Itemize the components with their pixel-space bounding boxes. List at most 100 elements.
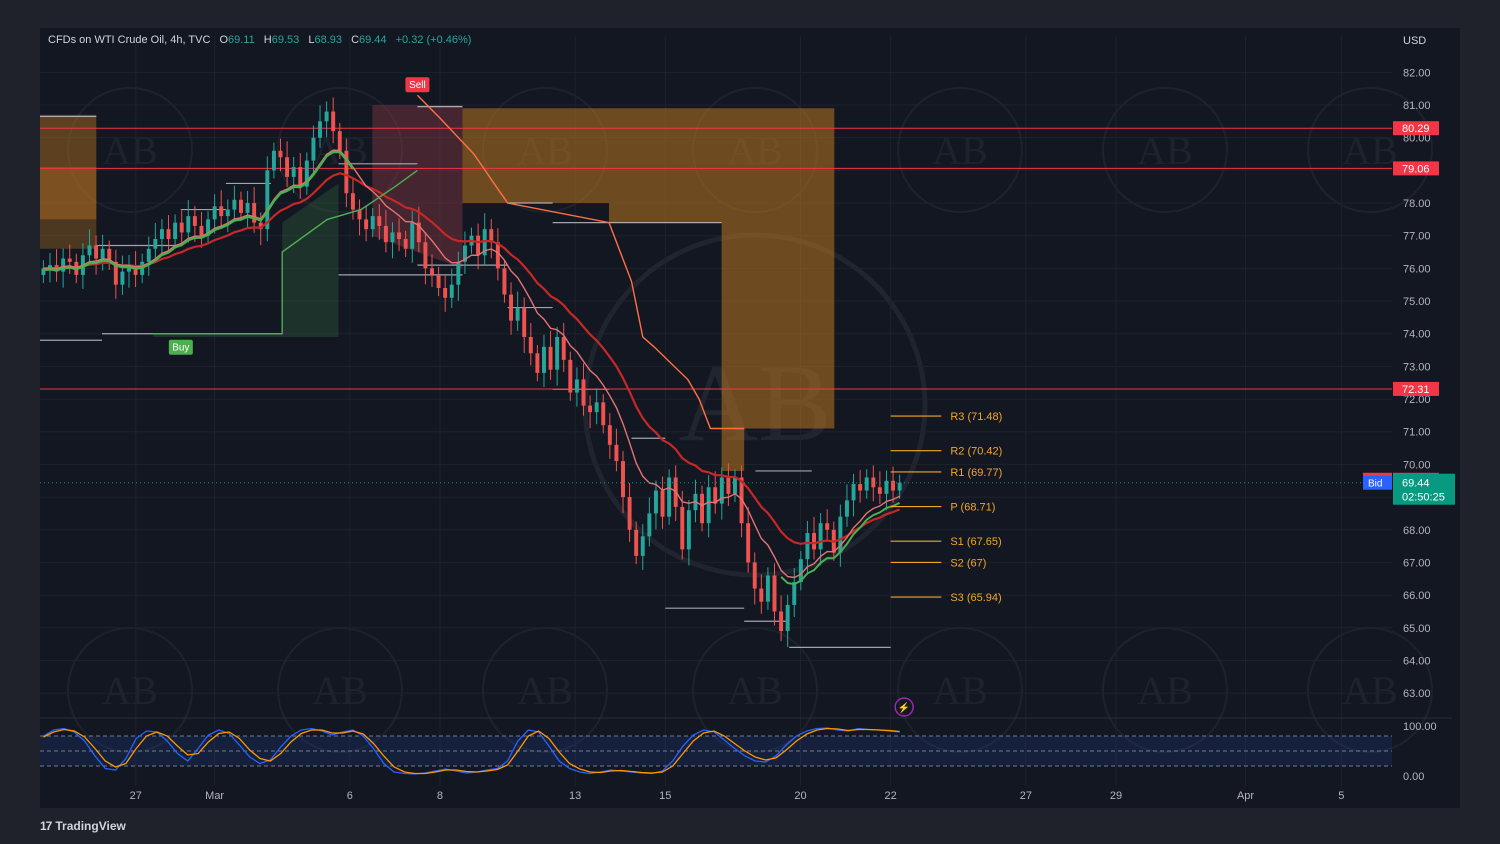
open-value: 69.11 bbox=[228, 34, 255, 46]
candle-body bbox=[588, 405, 593, 413]
candle-body bbox=[212, 206, 217, 220]
watermark-seal-icon bbox=[277, 87, 403, 213]
candle-body bbox=[179, 222, 184, 233]
watermark-text: AB bbox=[517, 668, 573, 713]
candle-body bbox=[541, 346, 546, 373]
supertrend-down-line bbox=[416, 94, 745, 430]
candle-body bbox=[765, 575, 770, 602]
time-tick-label: Apr bbox=[1237, 790, 1254, 802]
price-tick-label: 63.00 bbox=[1403, 688, 1431, 700]
last-price-tag bbox=[1393, 473, 1455, 505]
time-tick-label: 8 bbox=[437, 790, 443, 802]
low-value: 68.93 bbox=[314, 34, 342, 46]
pivot-label: R2 (70.42) bbox=[950, 446, 1002, 458]
symbol-legend: CFDs on WTI Crude Oil, 4h, TVC O69.11 H6… bbox=[48, 34, 471, 46]
price-tick-label: 67.00 bbox=[1403, 557, 1431, 569]
candle-body bbox=[127, 265, 131, 272]
candle-body bbox=[838, 516, 843, 553]
level-price-tag-label: 72.31 bbox=[1402, 384, 1430, 396]
bid-label: Bid bbox=[1368, 479, 1382, 490]
candle-body bbox=[173, 222, 178, 239]
oscillator-d-line bbox=[43, 727, 900, 775]
candle-body bbox=[621, 461, 625, 498]
watermark-text: AB bbox=[932, 128, 988, 173]
candle-body bbox=[364, 219, 369, 230]
price-tick-label: 70.00 bbox=[1403, 459, 1431, 471]
high-label: H bbox=[263, 34, 272, 46]
candle-body bbox=[285, 157, 290, 177]
tradingview-logo[interactable]: 17 TradingView bbox=[40, 819, 126, 833]
sell-signal-label: Sell bbox=[409, 80, 426, 91]
candle-body bbox=[805, 533, 810, 560]
time-tick-label: Mar bbox=[205, 790, 224, 802]
watermark-text: AB bbox=[102, 668, 158, 713]
candle-body bbox=[561, 336, 566, 360]
candle-body bbox=[568, 359, 573, 393]
candle-body bbox=[476, 235, 481, 256]
candle-body bbox=[706, 487, 711, 524]
candle-body bbox=[752, 562, 757, 589]
watermark-seal-icon bbox=[1307, 87, 1433, 213]
candle-body bbox=[818, 523, 823, 550]
ma-fast-line bbox=[43, 149, 900, 579]
candle-body bbox=[449, 284, 454, 298]
time-tick-label: 27 bbox=[1020, 790, 1032, 802]
price-tick-label: 72.00 bbox=[1403, 394, 1431, 406]
watermark-text: AB bbox=[1342, 668, 1398, 713]
candle-body bbox=[206, 219, 211, 236]
candle-body bbox=[812, 533, 816, 550]
level-price-tag-label: 80.29 bbox=[1402, 123, 1430, 135]
band-orange-2 bbox=[40, 167, 97, 249]
candle-body bbox=[265, 170, 270, 230]
price-tick-label: 64.00 bbox=[1403, 655, 1431, 667]
price-tick-label: 65.00 bbox=[1403, 623, 1431, 635]
bid-tag-name bbox=[1363, 475, 1392, 490]
candle-body bbox=[647, 513, 652, 537]
candle-body bbox=[667, 477, 672, 517]
watermark-text: AB bbox=[312, 668, 368, 713]
candle-body bbox=[653, 490, 658, 514]
candle-body bbox=[87, 245, 92, 256]
band-green-1 bbox=[152, 183, 339, 337]
candle-body bbox=[390, 232, 395, 243]
candle-body bbox=[383, 225, 388, 243]
change-value: +0.32 (+0.46%) bbox=[395, 34, 472, 46]
watermark-seal-icon bbox=[1102, 87, 1228, 213]
band-red-1 bbox=[372, 105, 463, 269]
candle-body bbox=[344, 150, 349, 194]
candle-body bbox=[186, 216, 191, 233]
candle-body bbox=[311, 137, 316, 161]
candle-body bbox=[726, 477, 731, 494]
oscillator-k-line bbox=[43, 727, 900, 775]
candle-body bbox=[100, 248, 105, 259]
candle-body bbox=[430, 268, 434, 275]
bar-countdown: 02:50:25 bbox=[1402, 492, 1445, 504]
price-tick-label: 82.00 bbox=[1403, 67, 1431, 79]
candle-body bbox=[192, 216, 197, 226]
candle-body bbox=[304, 160, 309, 187]
tradingview-logo-text: TradingView bbox=[55, 819, 126, 833]
price-tick-label: 66.00 bbox=[1403, 590, 1431, 602]
band-orange-1 bbox=[40, 114, 97, 220]
oscillator-tick-label: 100.00 bbox=[1403, 721, 1437, 733]
level-price-tag bbox=[1393, 161, 1439, 176]
time-tick-label: 5 bbox=[1338, 790, 1344, 802]
lightning-glyph: ⚡ bbox=[898, 701, 910, 714]
candle-body bbox=[357, 209, 362, 220]
price-tick-label: 75.00 bbox=[1403, 296, 1431, 308]
candle-body bbox=[844, 500, 849, 517]
price-tick-label: 76.00 bbox=[1403, 263, 1431, 275]
candle-body bbox=[239, 199, 243, 213]
price-tick-label: 81.00 bbox=[1403, 100, 1431, 112]
candle-body bbox=[337, 131, 342, 151]
candle-body bbox=[779, 611, 784, 632]
level-price-tag-label: 79.06 bbox=[1402, 163, 1430, 175]
candle-body bbox=[785, 604, 790, 632]
candle-body bbox=[798, 559, 803, 583]
watermark-text: AB bbox=[727, 668, 783, 713]
candle-body bbox=[746, 523, 751, 563]
pivot-label: S1 (67.65) bbox=[950, 536, 1001, 548]
level-price-tag bbox=[1393, 381, 1439, 396]
candle-body bbox=[456, 261, 461, 285]
